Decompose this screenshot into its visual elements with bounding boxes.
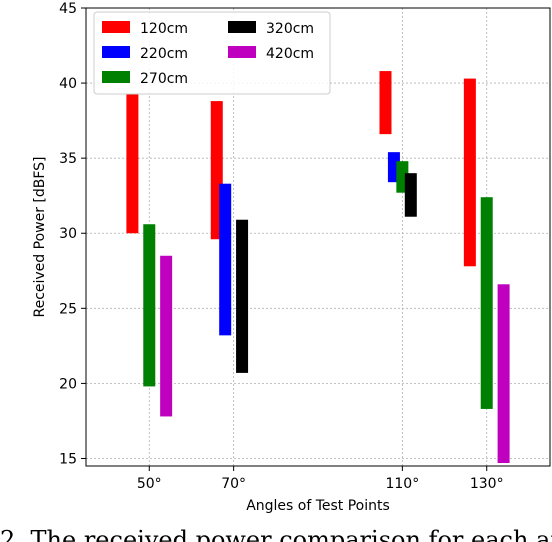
legend-label: 220cm — [140, 46, 188, 62]
chart: 15 20 25 30 35 40 45 50° 70° 110° 130° Received Po… — [32, 1, 551, 514]
legend-label: 270cm — [140, 71, 188, 87]
figure-caption: 2. The received power comparison for eac… — [0, 526, 552, 542]
range-bar — [126, 93, 139, 234]
y-axis-label: Received Power [dBFS] — [32, 156, 48, 317]
y-tick-label: 15 — [59, 451, 77, 467]
range-bar — [219, 183, 232, 336]
x-tick-label: 50° — [137, 476, 162, 492]
range-bar — [379, 71, 392, 135]
range-bar — [463, 78, 476, 267]
legend-swatch — [102, 21, 130, 33]
x-tick-label: 130° — [470, 476, 504, 492]
y-tick-label: 35 — [59, 151, 77, 167]
legend-swatch — [102, 46, 130, 58]
x-tick-label: 110° — [385, 476, 419, 492]
range-bar — [480, 197, 493, 409]
y-tick-label: 40 — [59, 76, 77, 92]
legend-box — [93, 11, 331, 95]
legend-swatch — [102, 71, 130, 83]
legend-swatch — [228, 46, 256, 58]
legend-label: 120cm — [140, 21, 188, 37]
legend-label: 420cm — [266, 46, 314, 62]
plot-frame — [85, 7, 551, 467]
y-tick-label: 25 — [59, 301, 77, 317]
x-axis-label: Angles of Test Points — [246, 498, 390, 514]
range-bar — [497, 284, 510, 463]
legend: 120cm 220cm 270cm 320cm 420cm — [93, 11, 331, 95]
range-bar — [236, 219, 249, 373]
range-bars — [126, 71, 510, 463]
legend-swatch — [228, 21, 256, 33]
y-tick-label: 45 — [59, 1, 77, 17]
legend-label: 320cm — [266, 21, 314, 37]
range-bar — [160, 255, 173, 417]
y-tick-label: 20 — [59, 376, 77, 392]
range-bar — [404, 173, 417, 217]
range-bar — [143, 224, 156, 387]
y-tick-label: 30 — [59, 226, 77, 242]
x-tick-label: 70° — [221, 476, 246, 492]
axis-ticks: 15 20 25 30 35 40 45 50° 70° 110° 130° — [59, 1, 503, 492]
